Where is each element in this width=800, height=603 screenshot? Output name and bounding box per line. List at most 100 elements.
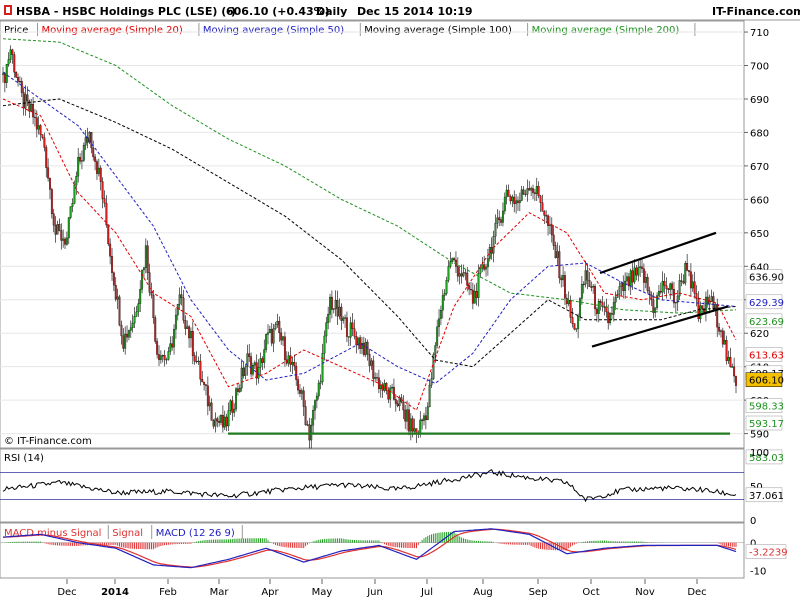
candle xyxy=(22,92,25,109)
y-tick-label: 710 xyxy=(750,28,769,39)
candle xyxy=(381,384,384,391)
candle xyxy=(466,272,469,286)
candle xyxy=(473,290,476,304)
macd-legend-item[interactable]: Signal xyxy=(112,528,143,539)
candle xyxy=(344,317,347,319)
candle xyxy=(642,268,645,283)
candle xyxy=(488,247,491,259)
candle xyxy=(650,294,653,301)
candle xyxy=(389,387,392,400)
candle xyxy=(99,167,102,182)
candle xyxy=(295,365,298,380)
x-tick-label: May xyxy=(312,587,333,598)
site-name[interactable]: IT-Finance.com xyxy=(712,5,800,18)
candle xyxy=(253,362,256,366)
date-time: Dec 15 2014 10:19 xyxy=(357,5,473,18)
candle xyxy=(637,267,640,276)
candle xyxy=(173,329,175,348)
candle xyxy=(45,147,48,168)
x-tick-label: 2014 xyxy=(101,587,129,598)
candle xyxy=(674,302,677,304)
candle xyxy=(32,104,35,118)
candle xyxy=(39,125,42,135)
candle xyxy=(105,202,108,226)
candle xyxy=(667,288,670,290)
candle xyxy=(34,116,36,118)
macd-legend-item[interactable]: MACD (12 26 9) xyxy=(156,528,235,539)
candle xyxy=(17,77,19,82)
candle xyxy=(62,238,65,241)
candle xyxy=(580,284,583,299)
candle xyxy=(131,322,134,328)
candle xyxy=(112,272,115,286)
x-tick-label: Dec xyxy=(57,587,76,598)
candle xyxy=(180,294,183,299)
candle xyxy=(671,283,674,290)
macd-current: -3.2239 xyxy=(749,548,788,559)
candle xyxy=(5,64,8,83)
candle xyxy=(710,296,713,302)
candle xyxy=(483,264,486,270)
candle xyxy=(552,234,555,246)
candle xyxy=(594,286,596,310)
candle xyxy=(338,306,341,317)
candle xyxy=(141,269,144,290)
price-label: 593.17 xyxy=(749,419,784,430)
price-label: 636.90 xyxy=(749,273,784,284)
candle xyxy=(560,277,563,281)
candle xyxy=(513,196,516,204)
x-tick-label: Aug xyxy=(473,587,493,598)
candle xyxy=(603,306,606,308)
candle xyxy=(73,184,76,204)
candle xyxy=(530,188,533,191)
candle xyxy=(518,200,521,203)
price-legend: Price Moving average (Simple 20) Moving av… xyxy=(4,23,696,36)
candle xyxy=(676,295,679,303)
candle xyxy=(54,224,57,235)
candle xyxy=(486,258,489,268)
candle xyxy=(567,300,570,304)
candle xyxy=(639,266,642,268)
y-tick-label: 650 xyxy=(750,229,769,240)
price-change: 606.10 (+0.43%) xyxy=(226,5,330,18)
price-label: 606.10 xyxy=(749,376,784,387)
candle xyxy=(223,416,226,428)
legend-item[interactable]: Moving average (Simple 50) xyxy=(203,25,344,36)
candle xyxy=(443,293,446,296)
candle xyxy=(49,178,51,190)
macd-legend-item[interactable]: MACD minus Signal xyxy=(4,528,101,539)
candle xyxy=(178,294,181,305)
legend-item[interactable]: Moving average (Simple 100) xyxy=(364,25,512,36)
candle xyxy=(150,292,153,296)
candle xyxy=(565,298,568,304)
candle xyxy=(129,327,132,331)
candle xyxy=(588,280,591,287)
candle xyxy=(376,377,378,379)
candle xyxy=(189,331,192,339)
candle xyxy=(372,360,375,379)
legend-item[interactable]: Moving average (Simple 200) xyxy=(532,25,680,36)
candle xyxy=(90,132,93,149)
candle xyxy=(11,49,14,55)
candle xyxy=(291,362,294,365)
legend-item[interactable]: Price xyxy=(4,25,28,36)
candle xyxy=(550,224,553,236)
candle xyxy=(408,409,410,432)
candle xyxy=(161,355,164,357)
y-tick-label: 670 xyxy=(750,162,769,173)
candle xyxy=(28,100,31,112)
candle xyxy=(501,210,504,223)
candle xyxy=(503,196,506,212)
candle xyxy=(231,400,234,413)
candle xyxy=(359,337,362,349)
candle xyxy=(345,317,348,337)
candle xyxy=(673,289,675,304)
candle xyxy=(300,390,303,394)
candle xyxy=(154,317,157,342)
candle xyxy=(391,387,394,389)
candle xyxy=(306,424,309,426)
candle xyxy=(351,322,354,329)
candle xyxy=(545,215,548,217)
legend-item[interactable]: Moving average (Simple 20) xyxy=(42,25,183,36)
candle xyxy=(663,281,666,286)
